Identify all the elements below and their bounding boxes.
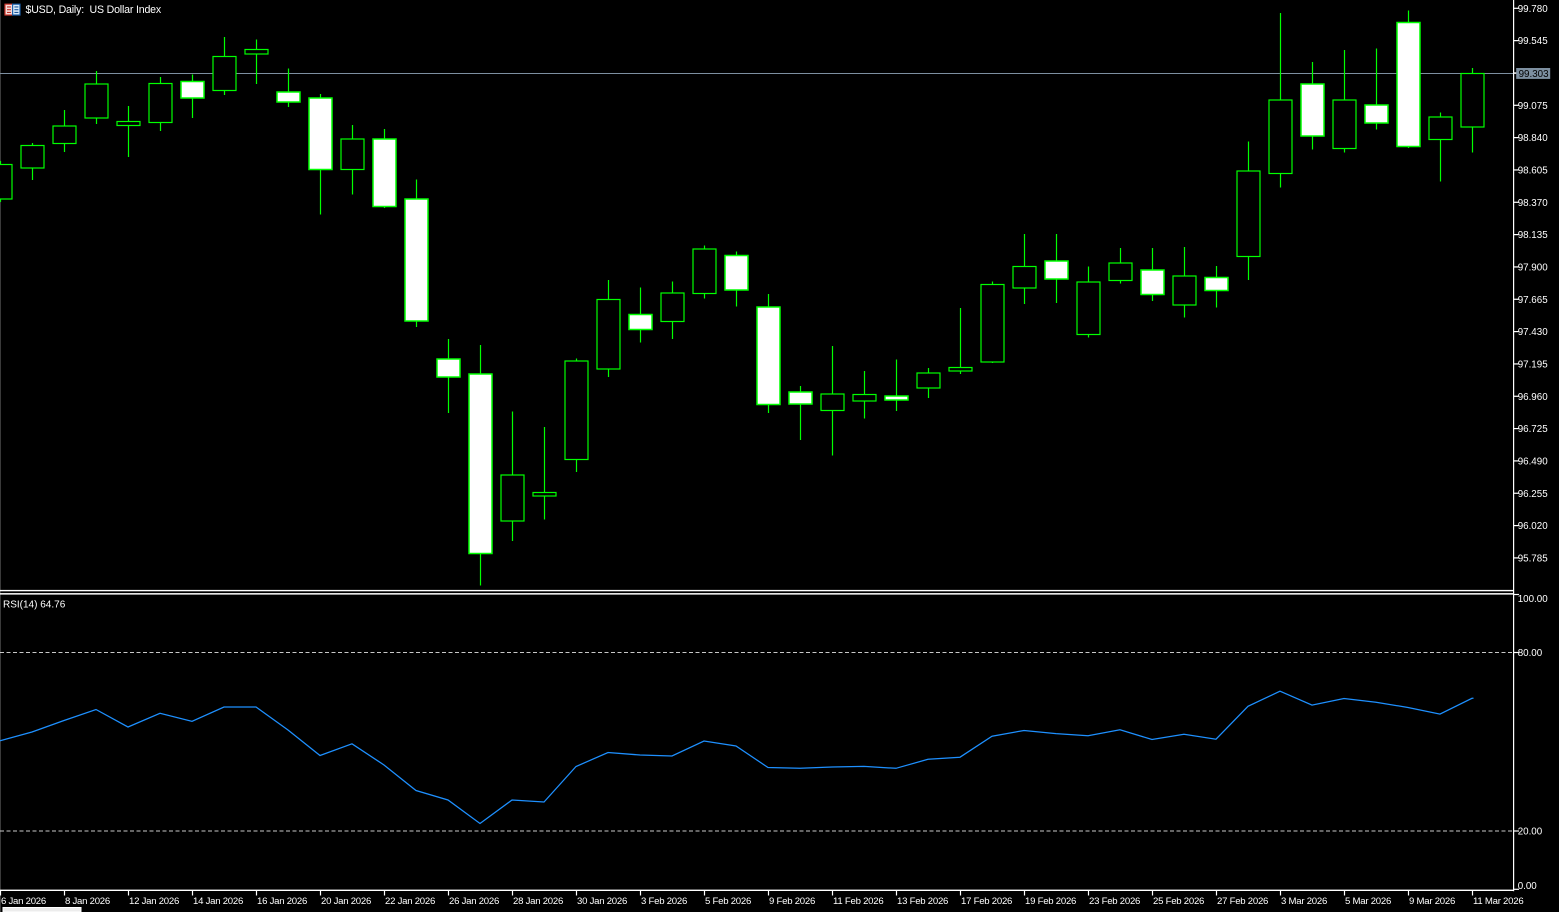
svg-text:RSI(14) 64.76: RSI(14) 64.76 [3,600,66,611]
svg-text:13 Feb 2026: 13 Feb 2026 [897,896,948,907]
svg-text:96.725: 96.725 [1518,424,1549,435]
svg-text:$USD, Daily: US Dollar Index: $USD, Daily: US Dollar Index [26,4,162,16]
svg-text:11 Mar 2026: 11 Mar 2026 [1473,896,1523,907]
svg-text:5 Feb 2026: 5 Feb 2026 [705,896,751,907]
svg-text:25 Feb 2026: 25 Feb 2026 [1153,896,1204,907]
svg-text:28 Jan 2026: 28 Jan 2026 [513,896,563,907]
svg-text:97.900: 97.900 [1518,263,1549,274]
svg-text:98.135: 98.135 [1518,230,1549,241]
svg-text:100.00: 100.00 [1518,594,1549,605]
svg-text:22 Jan 2026: 22 Jan 2026 [385,896,435,907]
svg-text:97.195: 97.195 [1518,360,1549,371]
svg-text:97.430: 97.430 [1518,327,1549,338]
svg-text:98.370: 98.370 [1518,198,1549,209]
svg-text:14 Jan 2026: 14 Jan 2026 [193,896,243,907]
svg-text:99.780: 99.780 [1518,4,1549,15]
svg-text:98.840: 98.840 [1518,133,1549,144]
svg-text:8 Jan 2026: 8 Jan 2026 [65,896,110,907]
svg-text:96.490: 96.490 [1518,457,1549,468]
svg-text:95.785: 95.785 [1518,554,1549,565]
svg-text:9 Mar 2026: 9 Mar 2026 [1409,896,1455,907]
svg-text:5 Mar 2026: 5 Mar 2026 [1345,896,1391,907]
svg-text:27 Feb 2026: 27 Feb 2026 [1217,896,1268,907]
svg-text:96.020: 96.020 [1518,521,1549,532]
svg-text:97.665: 97.665 [1518,295,1549,306]
svg-text:96.960: 96.960 [1518,392,1549,403]
svg-text:99.545: 99.545 [1518,36,1549,47]
svg-text:26 Jan 2026: 26 Jan 2026 [449,896,499,907]
svg-text:12 Jan 2026: 12 Jan 2026 [129,896,179,907]
svg-text:9 Feb 2026: 9 Feb 2026 [769,896,815,907]
svg-text:99.303: 99.303 [1519,69,1550,80]
svg-text:98.605: 98.605 [1518,166,1549,177]
svg-text:23 Feb 2026: 23 Feb 2026 [1089,896,1140,907]
svg-text:99.075: 99.075 [1518,101,1549,112]
svg-text:0.00: 0.00 [1518,881,1538,892]
svg-text:96.255: 96.255 [1518,489,1549,500]
svg-text:19 Feb 2026: 19 Feb 2026 [1025,896,1076,907]
svg-text:16 Jan 2026: 16 Jan 2026 [257,896,307,907]
svg-text:17 Feb 2026: 17 Feb 2026 [961,896,1012,907]
svg-text:3 Feb 2026: 3 Feb 2026 [641,896,687,907]
svg-text:20.00: 20.00 [1518,827,1543,838]
svg-text:6 Jan 2026: 6 Jan 2026 [1,896,46,907]
svg-text:30 Jan 2026: 30 Jan 2026 [577,896,627,907]
svg-text:20 Jan 2026: 20 Jan 2026 [321,896,371,907]
svg-text:80.00: 80.00 [1518,648,1543,659]
svg-text:11 Feb 2026: 11 Feb 2026 [833,896,883,907]
svg-text:3 Mar 2026: 3 Mar 2026 [1281,896,1327,907]
